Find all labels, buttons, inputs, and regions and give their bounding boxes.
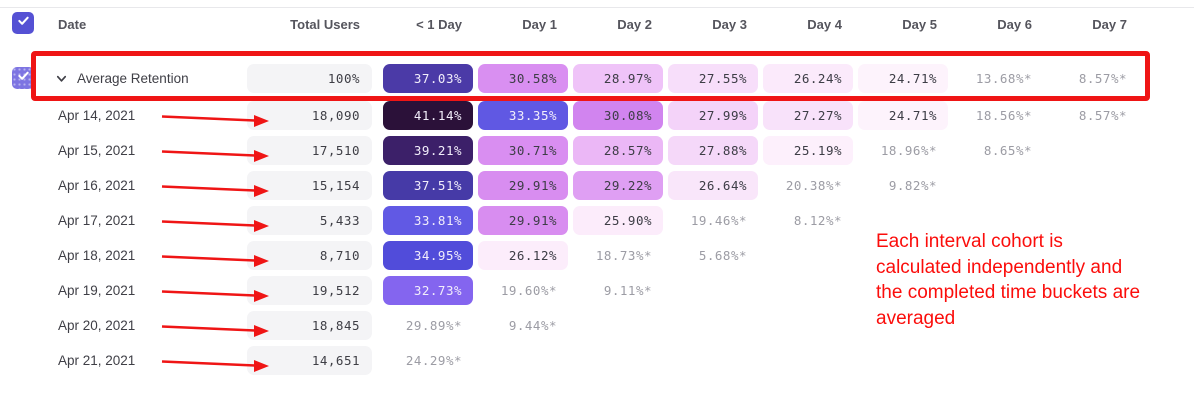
retention-cell[interactable]: 33.81% [383, 206, 473, 235]
average-retention-label: Average Retention [77, 71, 189, 86]
retention-cell[interactable]: 25.90% [573, 206, 663, 235]
column-header-date: Date [58, 16, 87, 32]
table-top-divider [0, 7, 1194, 8]
retention-cell[interactable]: 24.71% [858, 64, 948, 93]
retention-cell[interactable]: 29.22% [573, 171, 663, 200]
retention-cell[interactable]: 29.91% [478, 171, 568, 200]
retention-cell: 8.57%* [1078, 108, 1127, 123]
annotation-line: the completed time buckets are [876, 282, 1141, 303]
average-row-checkbox[interactable] [12, 67, 34, 89]
total-users-value: 8,710 [247, 241, 372, 270]
retention-cell[interactable]: 41.14% [383, 101, 473, 130]
retention-cell[interactable]: 26.12% [478, 241, 568, 270]
retention-cell[interactable]: 27.27% [763, 101, 853, 130]
total-users-value: 19,512 [247, 276, 372, 305]
column-header-day: Day 2 [617, 16, 652, 32]
retention-cell: 8.65%* [983, 143, 1032, 158]
retention-cell[interactable]: 39.21% [383, 136, 473, 165]
retention-cell[interactable]: 37.03% [383, 64, 473, 93]
retention-cell[interactable]: 30.08% [573, 101, 663, 130]
check-icon [17, 14, 30, 32]
retention-cell[interactable]: 32.73% [383, 276, 473, 305]
row-date-label: Apr 20, 2021 [58, 318, 136, 333]
retention-cell[interactable]: 28.97% [573, 64, 663, 93]
retention-cell: 20.38%* [785, 178, 842, 193]
total-users-value: 5,433 [247, 206, 372, 235]
row-date-label: Apr 16, 2021 [58, 178, 136, 193]
retention-cell: 18.56%* [975, 108, 1032, 123]
annotation-line: Each interval cohort is [876, 231, 1063, 252]
retention-cell: 19.60%* [500, 283, 557, 298]
retention-cell: 18.73%* [595, 248, 652, 263]
column-header-total-users: Total Users [290, 16, 360, 32]
total-users-value: 18,090 [247, 101, 372, 130]
annotation-line: calculated independently and [876, 256, 1123, 278]
retention-cell[interactable]: 26.24% [763, 64, 853, 93]
column-header-day: Day 7 [1092, 16, 1127, 32]
select-all-checkbox[interactable] [12, 12, 34, 34]
row-date-label: Apr 18, 2021 [58, 248, 136, 263]
retention-cell: 18.96%* [880, 143, 937, 158]
retention-cell: 8.57%* [1078, 71, 1127, 86]
retention-cell[interactable]: 28.57% [573, 136, 663, 165]
column-header-day: Day 6 [997, 16, 1032, 32]
total-users-value: 100% [247, 64, 372, 93]
column-header-day: Day 4 [807, 16, 842, 32]
annotation-note: Each interval cohort is calculated indep… [876, 229, 1194, 331]
retention-cell[interactable]: 27.88% [668, 136, 758, 165]
retention-cell: 24.29%* [405, 353, 462, 368]
retention-cell: 8.12%* [793, 213, 842, 228]
total-users-value: 17,510 [247, 136, 372, 165]
row-date-label: Apr 14, 2021 [58, 108, 136, 123]
retention-cell[interactable]: 26.64% [668, 171, 758, 200]
total-users-value: 15,154 [247, 171, 372, 200]
retention-cell: 9.11%* [603, 283, 652, 298]
retention-cell[interactable]: 29.91% [478, 206, 568, 235]
total-users-value: 18,845 [247, 311, 372, 340]
retention-cell[interactable]: 27.55% [668, 64, 758, 93]
retention-cell: 9.82%* [888, 178, 937, 193]
column-header-day: Day 3 [712, 16, 747, 32]
retention-cell[interactable]: 25.19% [763, 136, 853, 165]
retention-cell: 19.46%* [690, 213, 747, 228]
retention-cell: 13.68%* [975, 71, 1032, 86]
retention-cell[interactable]: 37.51% [383, 171, 473, 200]
total-users-value: 14,651 [247, 346, 372, 375]
chevron-down-icon[interactable] [55, 64, 69, 93]
retention-cell[interactable]: 24.71% [858, 101, 948, 130]
retention-cell[interactable]: 30.58% [478, 64, 568, 93]
row-date-label: Apr 19, 2021 [58, 283, 136, 298]
retention-cell: 29.89%* [405, 318, 462, 333]
retention-cell[interactable]: 34.95% [383, 241, 473, 270]
row-date-label: Apr 17, 2021 [58, 213, 136, 228]
column-header-day: Day 5 [902, 16, 937, 32]
column-header-day: < 1 Day [416, 16, 462, 32]
retention-cell[interactable]: 33.35% [478, 101, 568, 130]
column-header-day: Day 1 [522, 16, 557, 32]
check-icon [17, 69, 30, 87]
retention-cell[interactable]: 30.71% [478, 136, 568, 165]
annotation-line: averaged [876, 307, 956, 329]
retention-cell: 9.44%* [508, 318, 557, 333]
row-date-label: Apr 15, 2021 [58, 143, 136, 158]
row-date-label: Apr 21, 2021 [58, 353, 136, 368]
retention-cell: 5.68%* [698, 248, 747, 263]
retention-cell[interactable]: 27.99% [668, 101, 758, 130]
